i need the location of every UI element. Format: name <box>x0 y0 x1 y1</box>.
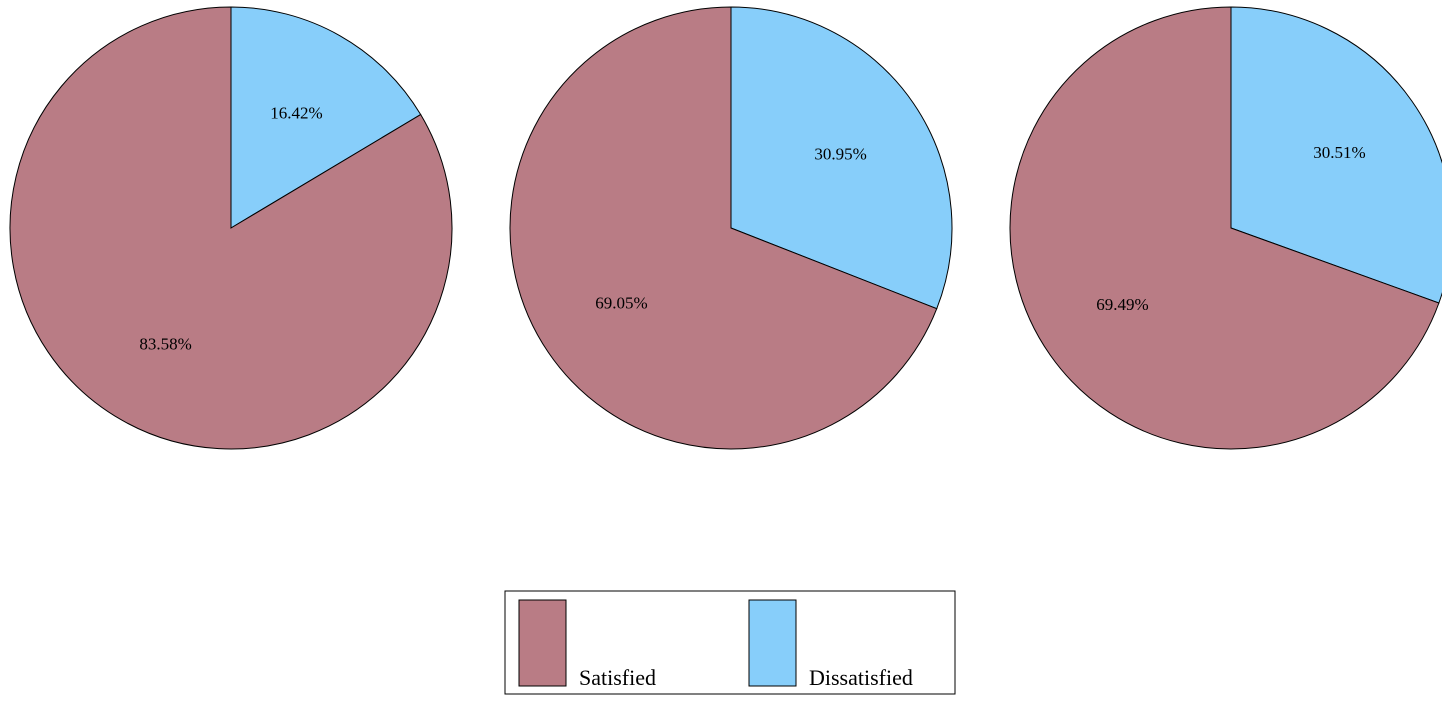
pie-1-slice-satisfied <box>9 6 453 450</box>
pie-2-label-dissatisfied: 30.95% <box>814 144 866 163</box>
pies-layer: 16.42% 83.58% 30.95% 69.05% 30.51% 69.49% <box>9 6 1442 450</box>
pie-1-label-satisfied: 83.58% <box>139 334 191 353</box>
legend-label-dissatisfied: Dissatisfied <box>809 665 913 690</box>
pie-2-slice-satisfied <box>509 6 938 450</box>
legend-swatch-dissatisfied <box>748 599 797 687</box>
pie-1-slice-dissatisfied <box>230 6 422 229</box>
legend-swatch-satisfied <box>518 599 567 687</box>
pie-chart-2: 30.95% 69.05% <box>509 6 953 450</box>
pie-1-label-dissatisfied: 16.42% <box>270 104 322 123</box>
pie-3-slice-dissatisfied <box>1230 6 1442 304</box>
pie-2-label-satisfied: 69.05% <box>595 294 647 313</box>
legend-label-satisfied: Satisfied <box>579 665 656 690</box>
legend: Satisfied Dissatisfied <box>504 590 956 695</box>
pie-chart-3: 30.51% 69.49% <box>1009 6 1442 450</box>
pie-chart-1: 16.42% 83.58% <box>9 6 453 450</box>
pie-3-label-satisfied: 69.49% <box>1096 295 1148 314</box>
pie-3-slice-satisfied <box>1009 6 1440 450</box>
legend-box <box>504 590 956 695</box>
pie-3-label-dissatisfied: 30.51% <box>1313 143 1365 162</box>
pie-2-slice-dissatisfied <box>730 6 953 310</box>
